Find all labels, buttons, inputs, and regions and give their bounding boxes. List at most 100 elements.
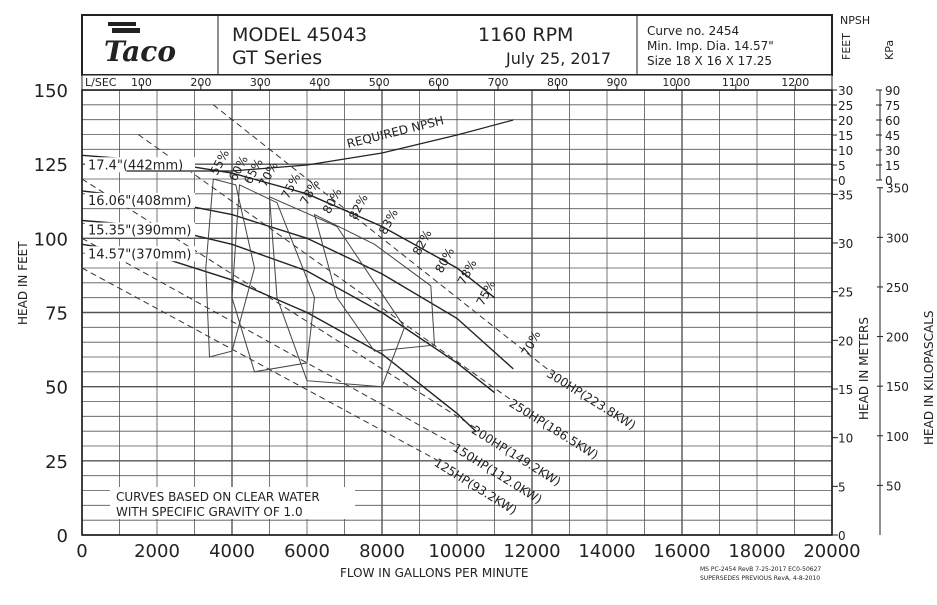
efficiency-contour <box>231 184 316 373</box>
water-note-line2: WITH SPECIFIC GRAVITY OF 1.0 <box>116 505 303 519</box>
lsec-tick-label: 300 <box>250 76 271 89</box>
meter-tick-label: 30 <box>838 237 853 251</box>
npsh-kpa-tick-label: 60 <box>885 114 900 128</box>
revision-note-line1: MS PC-2454 RevB 7-25-2017 EC0-50627 <box>700 566 821 573</box>
y-tick-label: 125 <box>34 155 68 176</box>
kpa-tick-label: 250 <box>886 281 909 295</box>
efficiency-label: 80% <box>320 186 345 216</box>
taco-logo: Taco <box>104 22 176 68</box>
x-tick-label: 16000 <box>653 541 710 562</box>
rpm-label: 1160 RPM <box>478 24 573 46</box>
revision-note-line2: SUPERSEDES PREVIOUS RevA, 4-8-2010 <box>700 575 820 582</box>
water-note-line1: CURVES BASED ON CLEAR WATER <box>116 490 320 504</box>
kpa-tick-label: 200 <box>886 331 909 345</box>
efficiency-contour <box>313 213 436 352</box>
x-axis-label: FLOW IN GALLONS PER MINUTE <box>340 566 528 580</box>
kpa-tick-label: 100 <box>886 430 909 444</box>
series-title: GT Series <box>232 47 322 69</box>
npsh-feet-tick-label: 0 <box>838 174 846 188</box>
efficiency-label: 83% <box>376 207 401 237</box>
npsh-kpa-tick-label: 45 <box>885 129 900 143</box>
y-tick-label: 25 <box>45 452 68 473</box>
impeller-label-bg <box>85 157 195 173</box>
npsh-feet-tick-label: 25 <box>838 99 853 113</box>
min-impeller-diameter: Min. Imp. Dia. 14.57" <box>647 39 774 53</box>
x-tick-label: 10000 <box>428 541 485 562</box>
impeller-label-bg <box>85 246 195 262</box>
horsepower-label: 300HP(223.8KW) <box>544 367 638 433</box>
x-tick-label: 14000 <box>578 541 635 562</box>
x-tick-label: 6000 <box>284 541 330 562</box>
x-tick-label: 8000 <box>359 541 405 562</box>
impeller-label: 15.35"(390mm) <box>88 224 191 239</box>
npsh-feet-tick-label: 30 <box>838 84 853 98</box>
npsh-feet-tick-label: 5 <box>838 159 846 173</box>
npsh-header: NPSH <box>840 14 870 27</box>
npsh-feet-tick-label: 10 <box>838 144 853 158</box>
npsh-kpa-tick-label: 30 <box>885 144 900 158</box>
horsepower-line <box>138 134 514 402</box>
x-tick-label: 0 <box>76 541 87 562</box>
impeller-curve <box>81 243 477 432</box>
efficiency-label: 82% <box>346 192 371 222</box>
kpa-header: KPa <box>883 40 896 60</box>
brand-name: Taco <box>104 35 176 68</box>
header: Taco MODEL 45043 GT Series 1160 RPM July… <box>81 14 896 76</box>
kpa-tick-label: 50 <box>886 479 901 493</box>
head-meters-label: HEAD IN METERS <box>857 317 871 420</box>
efficiency-label: 80% <box>432 245 457 275</box>
horsepower-line <box>81 237 458 447</box>
x-tick-label: 2000 <box>134 541 180 562</box>
model-title: MODEL 45043 <box>232 24 367 46</box>
head-kpa-label: HEAD IN KILOPASCALS <box>922 311 936 446</box>
curve-number: Curve no. 2454 <box>647 24 739 38</box>
npsh-kpa-tick-label: 75 <box>885 99 900 113</box>
lsec-tick-label: 400 <box>309 76 330 89</box>
y-tick-label: 100 <box>34 229 68 250</box>
meter-tick-label: 35 <box>838 188 853 202</box>
y-tick-label: 50 <box>45 378 68 399</box>
lsec-tick-label: 500 <box>369 76 390 89</box>
impeller-label: 14.57"(370mm) <box>88 247 191 262</box>
meter-tick-label: 5 <box>838 480 846 494</box>
plot-area: L/SEC 100 200 300 400 500 600 700 800 900 1000 1100… <box>34 74 909 562</box>
y-tick-label: 0 <box>57 526 68 547</box>
npsh-kpa-tick-label: 0 <box>885 174 893 188</box>
lsec-tick-label: 1000 <box>662 76 690 89</box>
horsepower-line <box>81 267 439 462</box>
kpa-tick-label: 150 <box>886 380 909 394</box>
lsec-tick-label: 900 <box>606 76 627 89</box>
pump-size: Size 18 X 16 X 17.25 <box>647 54 772 68</box>
npsh-kpa-tick-label: 90 <box>885 84 900 98</box>
kpa-tick-label: 350 <box>886 182 909 196</box>
impeller-label: 16.06"(408mm) <box>88 194 191 209</box>
lsec-tick-label: 800 <box>547 76 568 89</box>
lsec-tick-label: 100 <box>131 76 152 89</box>
x-tick-label: 20000 <box>803 541 860 562</box>
meter-tick-label: 0 <box>838 529 846 543</box>
impeller-label-bg <box>85 192 195 208</box>
horsepower-line <box>212 104 552 373</box>
npsh-feet-tick-label: 20 <box>838 114 853 128</box>
lsec-label: L/SEC <box>85 76 117 89</box>
npsh-curve-label: REQUIRED NPSH <box>345 113 445 151</box>
meter-tick-label: 10 <box>838 432 853 446</box>
efficiency-contour <box>268 196 406 388</box>
impeller-label-bg <box>85 222 195 238</box>
lsec-tick-label: 200 <box>190 76 211 89</box>
meter-tick-label: 15 <box>838 383 853 397</box>
lsec-tick-label: 1200 <box>781 76 809 89</box>
npsh-feet-tick-label: 15 <box>838 129 853 143</box>
kpa-tick-label: 300 <box>886 231 909 245</box>
npsh-curve <box>127 119 514 172</box>
impeller-label: 17.4"(442mm) <box>88 158 183 173</box>
note-box <box>110 487 355 519</box>
meter-tick-label: 25 <box>838 286 853 300</box>
efficiency-contour <box>205 178 256 358</box>
feet-header: FEET <box>840 33 853 60</box>
efficiency-label: 70% <box>519 328 544 358</box>
y-tick-label: 150 <box>34 81 68 102</box>
y-axis-label: HEAD IN FEET <box>16 241 30 325</box>
lsec-tick-label: 700 <box>488 76 509 89</box>
